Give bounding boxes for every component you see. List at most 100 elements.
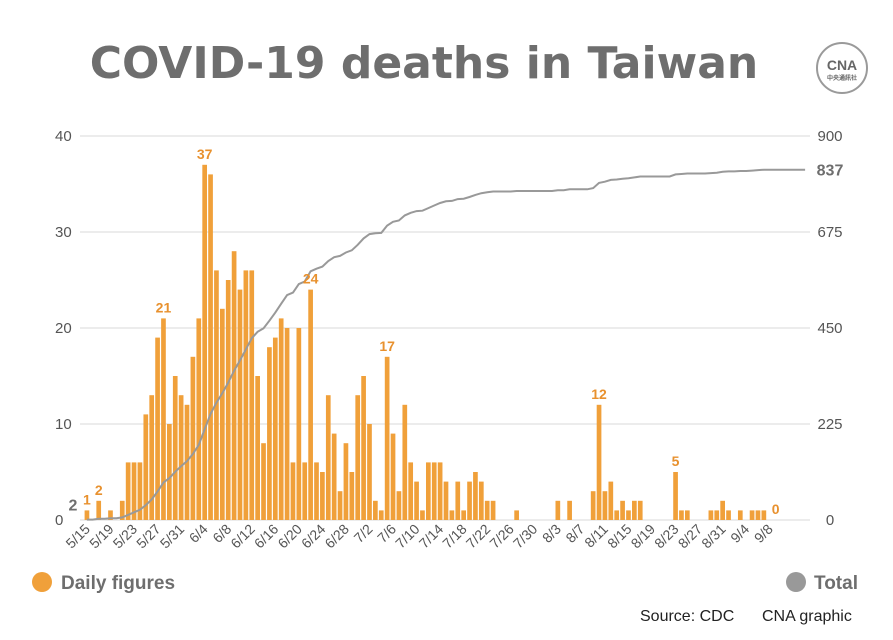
- bar: [714, 510, 720, 520]
- total-data-label: 837: [817, 163, 844, 180]
- bar: [514, 510, 519, 520]
- bar: [143, 414, 149, 520]
- bar: [384, 356, 390, 520]
- bar: [679, 510, 684, 520]
- left-tick-label: 20: [55, 320, 72, 337]
- bar: [425, 462, 431, 520]
- x-tick-label: 7/22: [463, 521, 494, 552]
- daily-data-label: 12: [591, 386, 607, 402]
- legend: Daily figures Total: [32, 572, 858, 594]
- bar: [437, 462, 443, 520]
- total-line: [86, 168, 806, 521]
- bar: [590, 491, 596, 520]
- daily-data-label: 17: [379, 338, 395, 354]
- bar: [155, 337, 160, 520]
- bar: [108, 510, 113, 520]
- bar: [119, 500, 125, 520]
- bar: [490, 500, 496, 520]
- bar: [125, 462, 131, 520]
- bar: [596, 404, 602, 520]
- x-tick-label: 5/23: [110, 521, 141, 552]
- right-axis-ticks: 0 225 450 675 900: [817, 128, 842, 529]
- x-tick-label: 9/4: [727, 521, 752, 546]
- x-tick-label: 6/20: [274, 521, 305, 552]
- bar: [637, 500, 643, 520]
- x-axis-ticks: 5/155/195/235/275/316/46/86/126/166/206/…: [62, 521, 776, 552]
- right-tick-label: 225: [817, 416, 842, 433]
- bar: [343, 443, 349, 520]
- bar: [478, 481, 484, 520]
- bar: [267, 347, 272, 520]
- x-tick-label: 8/11: [581, 521, 611, 551]
- bar: [296, 328, 302, 520]
- x-tick-label: 6/16: [251, 521, 282, 552]
- bar: [137, 462, 143, 520]
- bar: [396, 491, 402, 520]
- x-tick-label: 8/3: [539, 521, 564, 546]
- bar: [331, 433, 337, 520]
- bar: [320, 472, 325, 520]
- bar: [449, 510, 455, 520]
- logo-circle-icon: [816, 42, 868, 94]
- legend-daily-marker: [32, 572, 52, 592]
- bar: [325, 395, 331, 520]
- x-tick-label: 6/12: [227, 521, 258, 552]
- left-tick-label: 40: [55, 128, 72, 145]
- daily-bars: [84, 164, 767, 521]
- x-tick-label: 7/10: [392, 521, 423, 552]
- bar: [178, 395, 184, 520]
- x-tick-label: 5/19: [86, 521, 117, 552]
- bar: [367, 424, 372, 520]
- legend-total-label: Total: [814, 573, 858, 594]
- bar: [255, 376, 260, 520]
- logo-text: CNA: [827, 57, 857, 73]
- x-tick-label: 8/27: [675, 521, 706, 552]
- daily-data-label: 0: [772, 501, 780, 517]
- daily-data-label: 21: [156, 299, 172, 315]
- bar: [314, 462, 319, 520]
- bar: [378, 510, 384, 520]
- bar: [202, 164, 208, 521]
- bar: [261, 443, 266, 520]
- cna-logo: CNA 中央通訊社: [816, 42, 868, 94]
- bar: [196, 318, 202, 520]
- bar: [467, 481, 472, 520]
- bar: [620, 500, 625, 520]
- left-tick-label: 0: [55, 512, 63, 529]
- chart-title: COVID-19 deaths in Taiwan: [90, 38, 759, 89]
- bar: [555, 500, 561, 520]
- left-axis-ticks: 0 10 20 30 40: [55, 128, 72, 529]
- x-tick-label: 5/15: [62, 521, 93, 552]
- x-tick-label: 7/30: [510, 521, 541, 552]
- left-tick-label: 10: [55, 416, 72, 433]
- bar: [720, 500, 725, 520]
- x-tick-label: 5/31: [157, 521, 188, 552]
- daily-data-label: 2: [95, 482, 103, 498]
- bar: [214, 270, 219, 520]
- bar: [308, 289, 313, 520]
- bar: [726, 510, 731, 520]
- daily-data-label: 24: [303, 271, 319, 287]
- source-text: Source: CDC: [640, 608, 734, 625]
- bar: [708, 510, 714, 520]
- bar: [737, 510, 743, 520]
- bar: [632, 500, 637, 520]
- x-tick-label: 7/18: [439, 521, 470, 552]
- x-tick-label: 7/14: [416, 521, 447, 552]
- logo-subtext: 中央通訊社: [827, 74, 857, 82]
- bar: [284, 328, 290, 520]
- bar: [272, 337, 278, 520]
- x-tick-label: 6/24: [298, 521, 329, 552]
- bar: [673, 472, 678, 520]
- bar: [567, 500, 572, 520]
- bar: [431, 462, 437, 520]
- bar: [684, 510, 690, 520]
- bar: [337, 491, 343, 520]
- bar: [355, 395, 361, 520]
- bar: [172, 376, 178, 520]
- bar: [602, 491, 608, 520]
- bar: [608, 481, 614, 520]
- x-tick-label: 7/26: [486, 521, 517, 552]
- bar: [408, 462, 414, 520]
- bar: [749, 510, 755, 520]
